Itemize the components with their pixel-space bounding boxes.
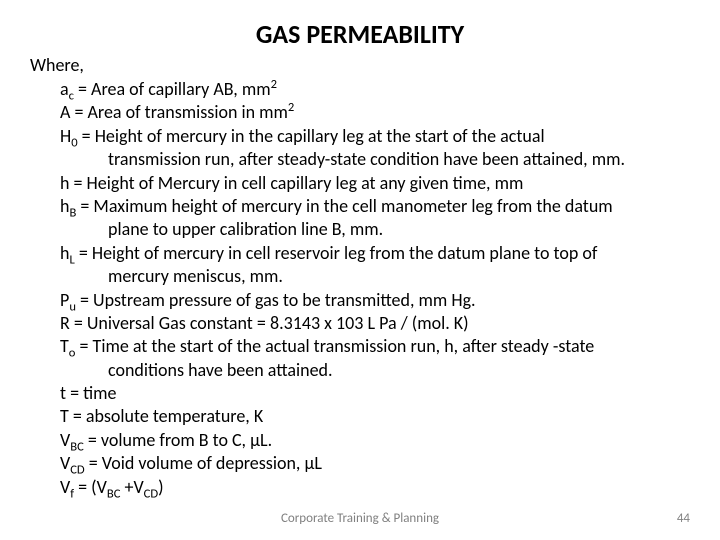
def-ac: ac = Area of capillary AB, mm2 (60, 78, 690, 101)
def-hB-cont: plane to upper calibration line B, mm. (60, 218, 690, 241)
def-To-cont: conditions have been attained. (60, 359, 690, 382)
def-VCD: VCD = Void volume of depression, µL (60, 452, 690, 475)
def-h: h = Height of Mercury in cell capillary … (60, 172, 690, 195)
def-VBC: VBC = volume from B to C, µL. (60, 429, 690, 452)
def-hB: hB = Maximum height of mercury in the ce… (60, 195, 690, 218)
def-A: A = Area of transmission in mm2 (60, 101, 690, 124)
def-hL: hL = Height of mercury in cell reservoir… (60, 242, 690, 265)
footer-center-text: Corporate Training & Planning (281, 511, 439, 526)
def-R: R = Universal Gas constant = 8.3143 x 10… (60, 312, 690, 335)
where-label: Where, (30, 54, 690, 76)
definitions-list: ac = Area of capillary AB, mm2 A = Area … (30, 78, 690, 499)
def-T: T = absolute temperature, K (60, 405, 690, 428)
def-To: To = Time at the start of the actual tra… (60, 335, 690, 358)
def-H0-cont: transmission run, after steady-state con… (60, 148, 690, 171)
footer: Corporate Training & Planning 44 (0, 511, 720, 526)
def-H0: H0 = Height of mercury in the capillary … (60, 125, 690, 148)
slide-number: 44 (677, 511, 690, 526)
slide-container: GAS PERMEABILITY Where, ac = Area of cap… (0, 0, 720, 540)
def-hL-cont: mercury meniscus, mm. (60, 265, 690, 288)
def-Pu: Pu = Upstream pressure of gas to be tran… (60, 289, 690, 312)
def-Vf: Vf = (VBC +VCD) (60, 476, 690, 499)
slide-title: GAS PERMEABILITY (30, 18, 690, 50)
def-t: t = time (60, 382, 690, 405)
